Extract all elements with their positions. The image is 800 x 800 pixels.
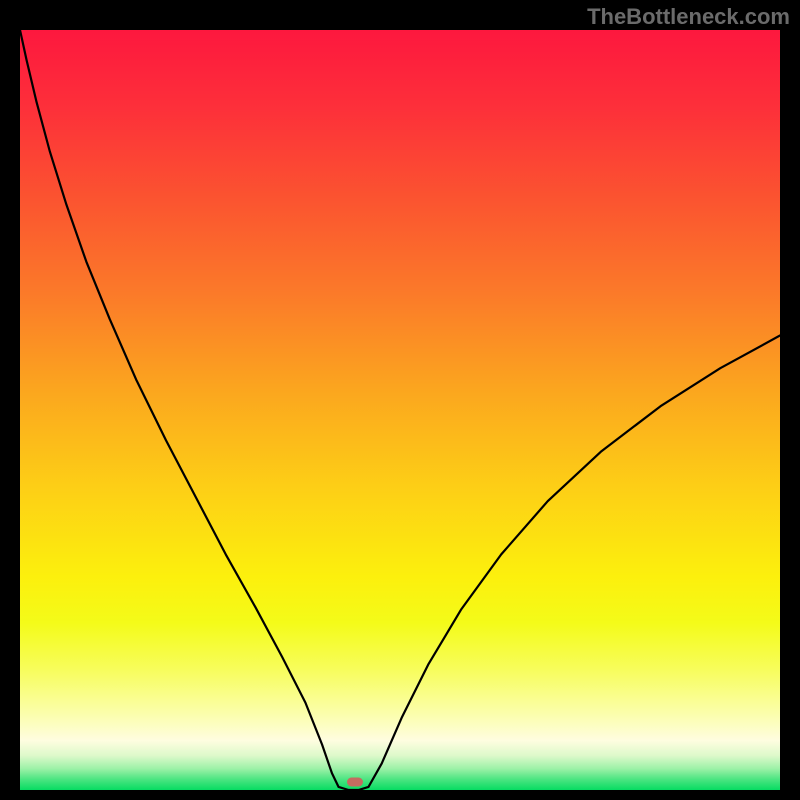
gradient-background	[20, 30, 780, 790]
watermark-text: TheBottleneck.com	[587, 4, 790, 30]
bottleneck-curve	[20, 30, 780, 790]
chart-stage: TheBottleneck.com	[0, 0, 800, 800]
optimum-marker	[347, 778, 363, 787]
plot-area	[20, 30, 780, 790]
